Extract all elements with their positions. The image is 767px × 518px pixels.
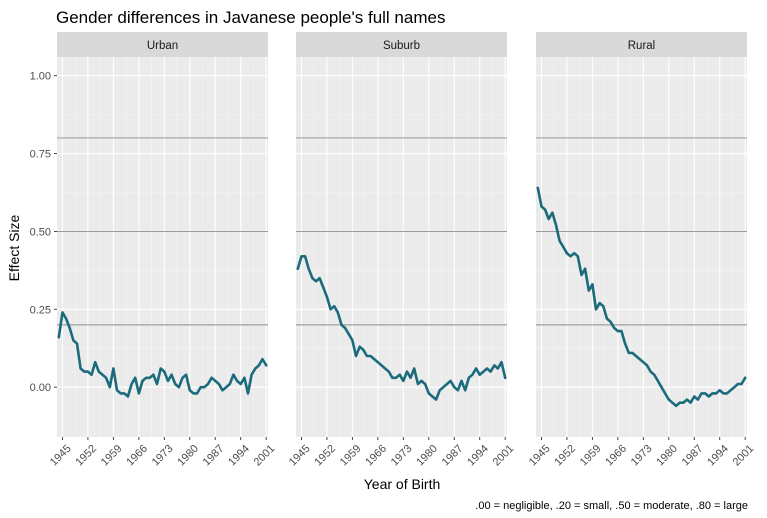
x-tick-label: 1980 xyxy=(414,443,440,469)
strip-background xyxy=(296,32,507,57)
panel-strip-label: Suburb xyxy=(383,40,420,52)
x-tick-label: 1987 xyxy=(201,443,227,469)
x-tick-label: 1959 xyxy=(578,443,604,469)
x-tick-label: 1966 xyxy=(363,443,389,469)
caption: .00 = negligible, .20 = small, .50 = mod… xyxy=(475,500,748,512)
x-tick-label: 1966 xyxy=(603,443,629,469)
panel-rural: Rural 1945 1952 1959 1966 1973 1980 1987 1994 200… xyxy=(527,32,757,469)
series-line-rural xyxy=(536,186,747,408)
x-tick-label: 1973 xyxy=(150,443,176,469)
x-tick-label: 1980 xyxy=(175,443,201,469)
chart-title: Gender differences in Javanese people's … xyxy=(56,8,445,27)
x-tick-label: 1945 xyxy=(527,443,553,469)
y-tick-label: 0.00 xyxy=(30,382,51,394)
y-tick-label: 0.75 xyxy=(30,149,51,161)
x-axis-title: Year of Birth xyxy=(364,476,441,492)
x-tick-label: 2001 xyxy=(491,443,517,469)
panel-suburb: Suburb 1945 1952 1959 1966 1973 1980 1987 1994 20… xyxy=(287,32,517,469)
panel-urban: Urban 1945 1952 1959 1966 1973 1980 1987 1994 200… xyxy=(48,32,278,469)
x-tick-label: 1994 xyxy=(705,443,731,469)
x-tick-label: 1994 xyxy=(226,443,252,469)
y-axis-title: Effect Size xyxy=(6,214,22,281)
x-tick-label: 1945 xyxy=(48,443,74,469)
series-line-urban xyxy=(57,311,268,398)
x-tick-label: 1945 xyxy=(287,443,313,469)
x-tick-label: 1973 xyxy=(389,443,415,469)
x-tick-label: 1952 xyxy=(552,443,578,469)
y-axis: 0.00 0.25 0.50 0.75 1.00 xyxy=(30,71,57,394)
panel-strip-label: Urban xyxy=(147,40,178,52)
series-line-suburb xyxy=(296,254,507,401)
panel-strip-label: Rural xyxy=(628,40,655,52)
x-tick-label: 1966 xyxy=(124,443,150,469)
x-tick-label: 1952 xyxy=(312,443,338,469)
y-tick-label: 1.00 xyxy=(30,71,51,83)
x-tick-label: 1987 xyxy=(680,443,706,469)
x-tick-label: 1952 xyxy=(73,443,99,469)
y-tick-label: 0.50 xyxy=(30,226,51,238)
strip-background xyxy=(536,32,747,57)
x-tick-label: 2001 xyxy=(731,443,757,469)
x-tick-label: 2001 xyxy=(252,443,278,469)
strip-background xyxy=(57,32,268,57)
x-tick-label: 1980 xyxy=(654,443,680,469)
x-tick-label: 1959 xyxy=(99,443,125,469)
x-tick-label: 1973 xyxy=(629,443,655,469)
panel-background xyxy=(536,57,747,437)
x-tick-label: 1994 xyxy=(465,443,491,469)
x-tick-label: 1959 xyxy=(338,443,364,469)
x-tick-label: 1987 xyxy=(440,443,466,469)
y-tick-label: 0.25 xyxy=(30,304,51,316)
